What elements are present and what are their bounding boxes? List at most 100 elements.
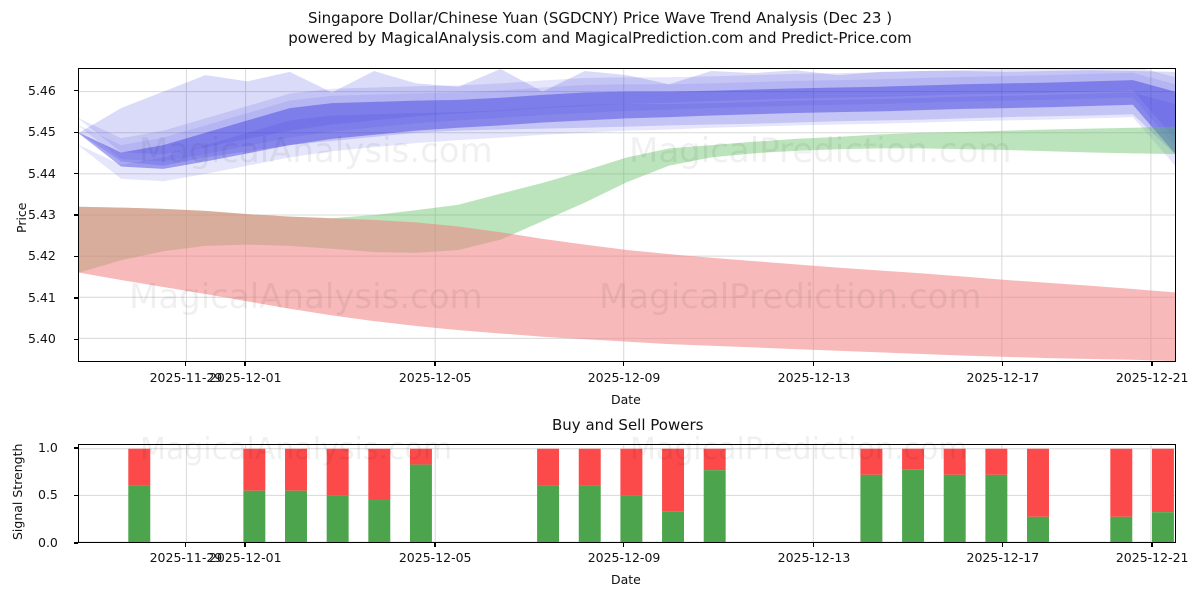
sell-power-bar <box>368 448 391 501</box>
price-ytick-5.43: 5.43 <box>28 207 56 222</box>
power-xtick-mark <box>434 543 436 547</box>
power-xtick-2025-12-13: 2025-12-13 <box>777 550 851 565</box>
price-ytick-5.41: 5.41 <box>28 289 56 305</box>
chart-title-block: Singapore Dollar/Chinese Yuan (SGDCNY) P… <box>0 8 1200 48</box>
price-ytick-mark <box>74 338 78 340</box>
power-xaxis-label: Date <box>611 572 641 587</box>
buy-power-bar <box>860 474 883 542</box>
buy-power-bar <box>578 485 601 542</box>
buy-power-bar <box>326 495 349 542</box>
price-ytick-mark <box>74 90 78 92</box>
price-ytick-5.42: 5.42 <box>28 248 56 264</box>
sell-power-bar <box>620 448 643 496</box>
price-xtick-mark <box>1151 362 1153 366</box>
sell-power-bar <box>537 448 560 486</box>
buy-power-bar <box>662 511 685 542</box>
buy-power-bar <box>243 490 266 542</box>
power-xtick-mark <box>185 543 187 547</box>
buy-power-bar <box>620 495 643 542</box>
price-ytick-mark <box>74 255 78 258</box>
power-xtick-mark <box>1001 543 1004 547</box>
power-chart-title: Buy and Sell Powers <box>552 416 704 434</box>
buy-power-bar <box>985 474 1008 542</box>
power-xtick-mark <box>623 543 625 547</box>
power-ytick-mark <box>74 494 78 497</box>
buy-power-bar <box>1110 516 1133 542</box>
price-xtick-2025-12-01: 2025-12-01 <box>208 370 282 385</box>
price-ytick-mark <box>74 172 78 175</box>
sell-power-bar <box>860 448 883 475</box>
price-xtick-2025-12-17: 2025-12-17 <box>966 370 1040 385</box>
buy-sell-powers-chart <box>78 444 1176 543</box>
sell-power-bar <box>902 448 925 470</box>
price-xtick-mark <box>185 362 187 366</box>
buy-power-bar <box>537 485 560 542</box>
price-xaxis-label: Date <box>611 392 641 407</box>
buy-power-bar <box>368 500 391 542</box>
power-ytick-mark <box>74 447 78 449</box>
price-xtick-2025-12-05: 2025-12-05 <box>398 370 472 385</box>
buy-power-bar <box>128 485 151 542</box>
price-xtick-2025-12-09: 2025-12-09 <box>587 370 661 385</box>
band-blue-wave-band-outer <box>79 69 1175 166</box>
power-xtick-2025-12-09: 2025-12-09 <box>587 550 661 565</box>
price-ytick-5.46: 5.46 <box>28 82 56 98</box>
buy-power-bar <box>902 469 925 542</box>
price-ytick-mark <box>74 131 78 133</box>
power-xtick-mark <box>813 543 815 547</box>
price-ytick-5.40: 5.40 <box>28 331 56 347</box>
price-ytick-5.44: 5.44 <box>28 165 56 181</box>
sell-power-bar <box>703 448 726 471</box>
sell-power-bar <box>243 448 266 491</box>
power-xtick-2025-12-17: 2025-12-17 <box>966 550 1040 565</box>
power-xtick-2025-12-05: 2025-12-05 <box>398 550 472 565</box>
power-xtick-2025-12-21: 2025-12-21 <box>1115 550 1189 565</box>
buy-power-bar <box>409 464 432 542</box>
price-ytick-mark <box>74 297 78 299</box>
sell-power-bar <box>985 448 1008 475</box>
sell-power-bar <box>409 448 432 465</box>
price-xtick-mark <box>623 362 625 366</box>
band-blue-wave-ribbon-1 <box>79 92 1175 182</box>
price-xtick-mark <box>244 362 246 366</box>
price-wave-chart: MagicalAnalysis.com MagicalPrediction.co… <box>78 68 1176 362</box>
buy-power-bar <box>1027 516 1049 542</box>
price-xtick-mark <box>434 362 436 366</box>
power-ytick-0.5: 0.5 <box>38 487 58 503</box>
band-blue-wave-ribbon-0 <box>79 69 1175 155</box>
sell-power-bar <box>1151 448 1174 513</box>
page-title: Singapore Dollar/Chinese Yuan (SGDCNY) P… <box>307 9 893 27</box>
price-ytick-mark <box>74 214 78 216</box>
power-ytick-0.0: 0.0 <box>38 535 58 550</box>
sell-power-bar <box>1027 448 1049 517</box>
price-xtick-2025-11-29: 2025-11-29 <box>149 370 223 385</box>
page-subtitle: powered by MagicalAnalysis.com and Magic… <box>288 29 912 47</box>
buy-power-bar <box>285 490 307 542</box>
buy-power-bar <box>703 470 726 542</box>
band-blue-wave-ribbon-2 <box>79 72 1175 162</box>
band-red-forecast-band <box>79 206 1175 361</box>
power-xtick-2025-11-29: 2025-11-29 <box>149 550 223 565</box>
price-xtick-mark <box>1001 362 1004 366</box>
sell-power-bar <box>326 448 349 496</box>
band-blue-wave-band-inner <box>79 80 1175 169</box>
sell-power-bar <box>662 448 685 512</box>
sell-power-bar <box>1110 448 1133 517</box>
sell-power-bar <box>128 448 151 486</box>
power-yaxis-label: Signal Strength <box>10 443 25 540</box>
power-xtick-mark <box>244 543 246 547</box>
price-ytick-5.45: 5.45 <box>28 124 56 140</box>
buy-power-bar <box>943 474 966 542</box>
power-ytick-mark <box>74 542 78 544</box>
power-xtick-2025-12-01: 2025-12-01 <box>208 550 282 565</box>
sell-power-bar <box>578 448 601 486</box>
power-ytick-1.0: 1.0 <box>38 439 58 455</box>
power-bars <box>128 448 1174 542</box>
buy-power-bar <box>1151 512 1174 542</box>
price-yaxis-label: Price <box>14 202 29 234</box>
price-xtick-2025-12-13: 2025-12-13 <box>777 370 851 385</box>
power-xtick-mark <box>1151 543 1153 547</box>
price-xtick-2025-12-21: 2025-12-21 <box>1115 370 1189 385</box>
sell-power-bar <box>943 448 966 475</box>
price-xtick-mark <box>813 362 815 366</box>
